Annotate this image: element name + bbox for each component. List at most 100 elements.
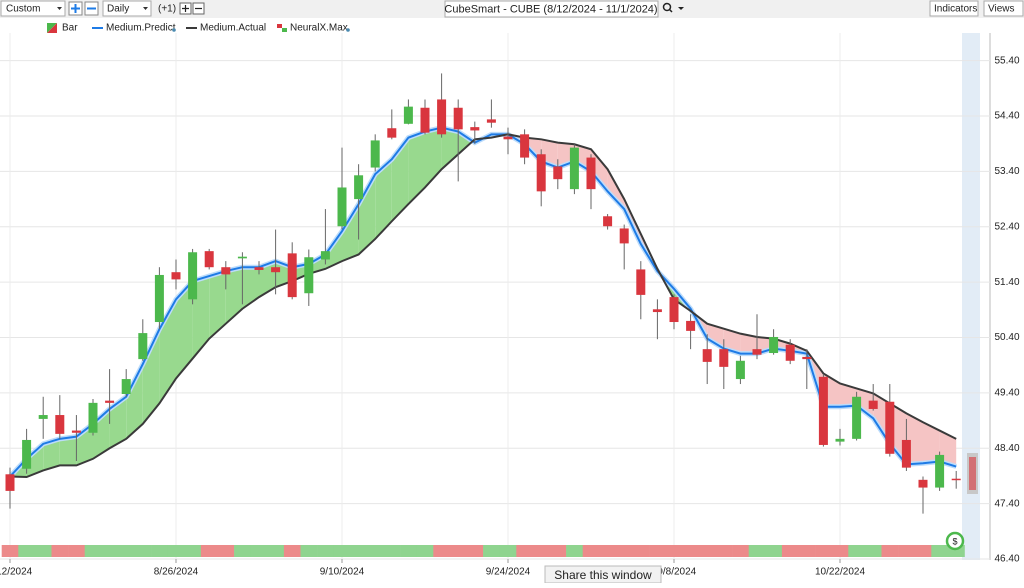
band-fill (109, 396, 127, 449)
signal-cell (200, 545, 218, 557)
band-fill (856, 388, 874, 419)
signal-cell (931, 545, 949, 557)
badge-icon[interactable] (945, 531, 965, 551)
candle-body (569, 147, 579, 190)
candle-body (271, 267, 281, 273)
period-select[interactable] (0, 0, 66, 17)
y-tick-label: 49.40 (994, 388, 1019, 399)
signal-cell (698, 545, 716, 557)
signal-cell (649, 545, 666, 557)
band-fill (358, 174, 376, 255)
candle-body (818, 376, 828, 445)
band-fill (391, 137, 409, 222)
forecast-inner (969, 457, 976, 490)
band-fill (242, 267, 259, 309)
band-fill (209, 271, 226, 339)
candle-body (254, 267, 264, 270)
signal-cell (632, 545, 650, 557)
candle-body (470, 127, 480, 131)
candle-body (802, 356, 812, 360)
x-tick-label: 10/22/2024 (815, 567, 865, 578)
legend-dot (172, 28, 176, 32)
candle-body (752, 349, 762, 355)
band-fill (126, 364, 143, 439)
line (9, 133, 957, 479)
indicators-label: Indicators (934, 4, 977, 15)
period-label: Custom (6, 4, 40, 15)
line-glow (8, 125, 957, 479)
line (9, 126, 957, 478)
candle-body (88, 402, 98, 433)
band-fill (225, 267, 243, 324)
signal-cell (449, 545, 467, 557)
signal-cell (317, 545, 334, 557)
signal-cell (234, 545, 251, 557)
x-tick-label: 9/10/2024 (320, 567, 365, 578)
candle-body (287, 253, 297, 298)
candle-body (337, 187, 347, 227)
indicators-button[interactable] (929, 0, 979, 17)
x-tick-label: 8/26/2024 (154, 567, 199, 578)
plus-icon (71, 4, 80, 13)
band-fill (26, 443, 44, 478)
search-icon[interactable] (662, 2, 672, 12)
signal-cell (532, 545, 550, 557)
signal-cell (366, 545, 384, 557)
candle-body (769, 336, 779, 354)
y-tick-label: 52.40 (994, 221, 1019, 232)
x-tick-label: 9/24/2024 (486, 567, 531, 578)
signal-cell (765, 545, 783, 557)
y-tick-label: 48.40 (994, 443, 1019, 454)
offset-label: (+1) (158, 4, 176, 15)
signal-cell (84, 545, 102, 557)
title-box (444, 0, 659, 18)
signal-cell (400, 545, 417, 557)
band-fill (607, 169, 625, 210)
signal-cell (34, 545, 52, 557)
candle-body (603, 216, 613, 227)
views-label: Views (988, 4, 1015, 15)
candle-body (686, 320, 696, 331)
signal-cell (184, 545, 202, 557)
signal-cell (898, 545, 915, 557)
legend-icon (47, 23, 57, 33)
candle-body (171, 272, 181, 280)
signal-cell (615, 545, 633, 557)
x-tick-label: 10/8/2024 (652, 567, 697, 578)
band-fill (408, 131, 425, 205)
candle-body (38, 415, 48, 419)
candle-body (868, 400, 878, 409)
signal-cell (51, 545, 69, 557)
interval-label: Daily (107, 4, 129, 15)
band-fill (43, 438, 60, 471)
candle-body (652, 309, 662, 313)
signal-cell (732, 545, 749, 557)
candle-body (22, 439, 32, 469)
candle-body (885, 401, 895, 454)
signal-cell (798, 545, 816, 557)
search-handle (668, 8, 673, 13)
x-tick-label: 8/12/2024 (0, 567, 33, 578)
signal-cell (848, 545, 866, 557)
signal-cell (815, 545, 832, 557)
signal-cell (217, 545, 235, 557)
signal-cell (151, 545, 168, 557)
signal-cell (68, 545, 85, 557)
candle-body (785, 344, 795, 361)
plus-icon (182, 5, 189, 12)
candle-body (935, 454, 945, 488)
legend-label: Medium.Actual (200, 23, 266, 34)
candle-body (735, 360, 745, 380)
candle-body (304, 257, 314, 294)
signal-cell (300, 545, 318, 557)
signal-cell (781, 545, 799, 557)
candle-body (354, 175, 364, 200)
signal-cell (549, 545, 567, 557)
signal-cell (682, 545, 700, 557)
views-button[interactable] (983, 0, 1024, 17)
interval-select[interactable] (102, 0, 152, 17)
signal-cell (250, 545, 268, 557)
legend-label: NeuralX.Max (290, 23, 348, 34)
candle-body (437, 99, 447, 135)
